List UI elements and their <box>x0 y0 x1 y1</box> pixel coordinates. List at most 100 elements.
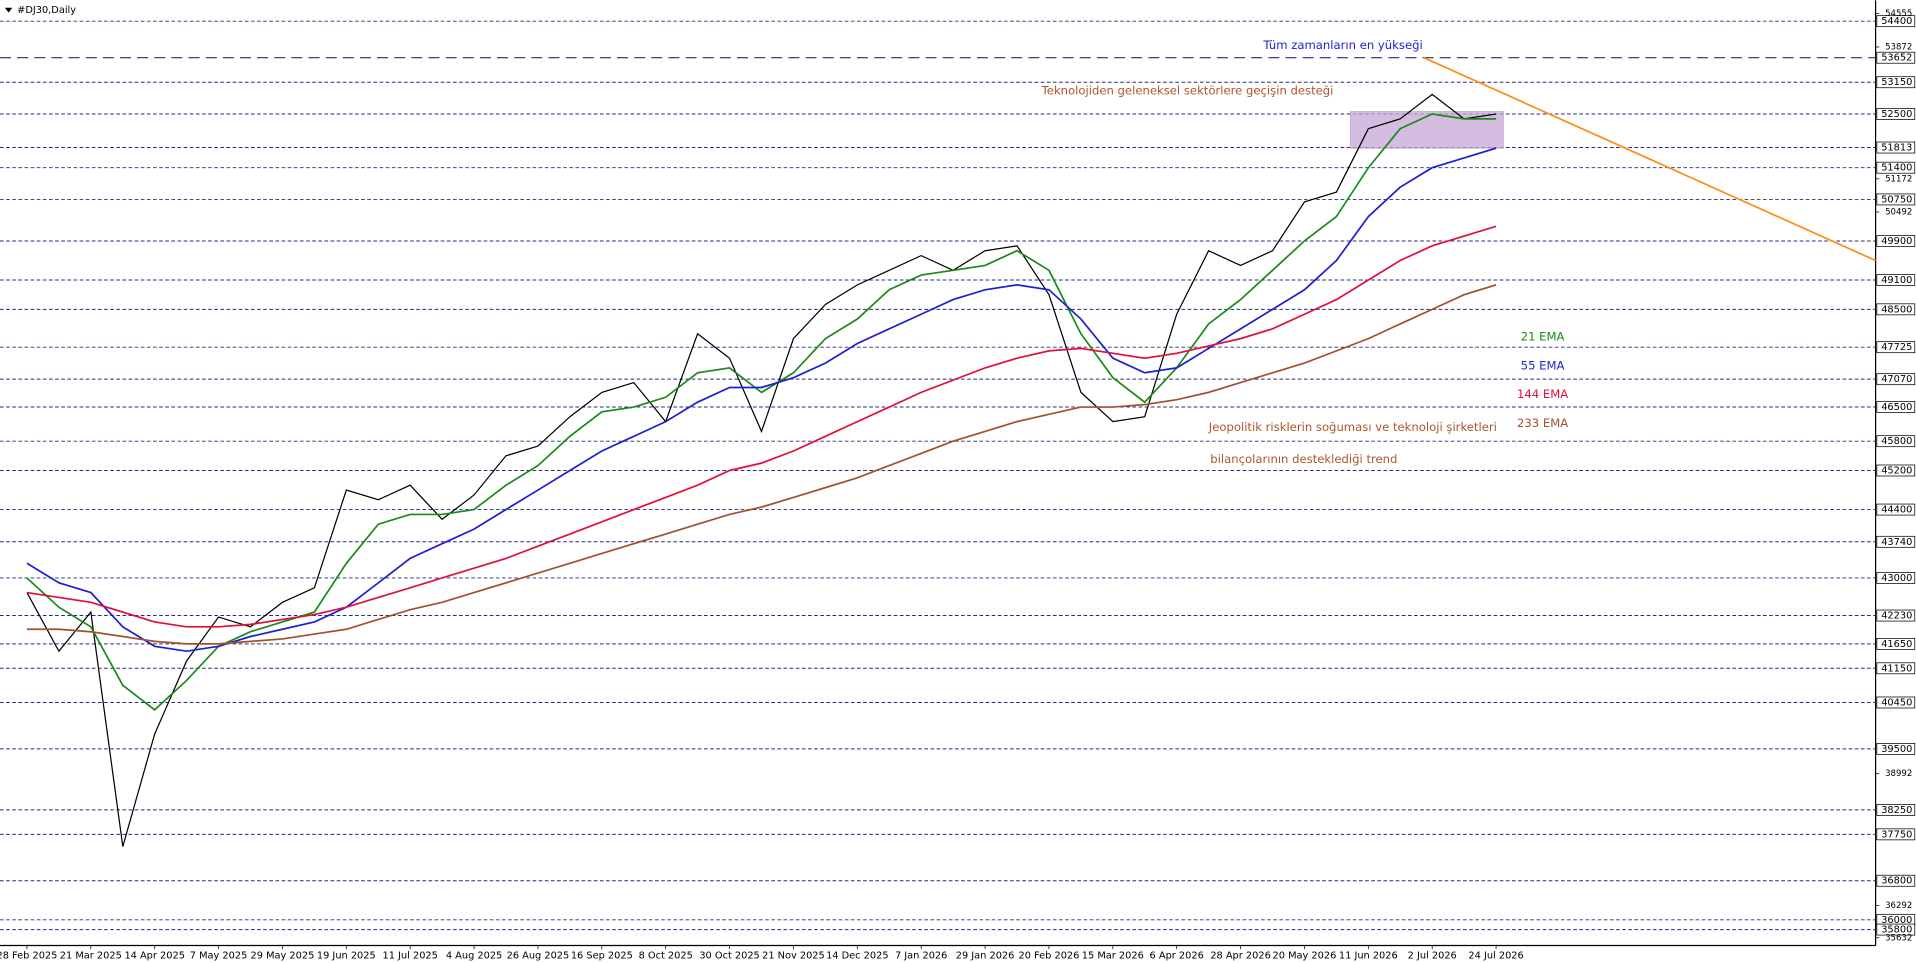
level-label: 46500 <box>1881 402 1912 413</box>
level-label-box <box>1876 15 1916 28</box>
level-label: 37750 <box>1881 829 1912 840</box>
level-label-box <box>1876 609 1916 622</box>
x-tick-label: 20 May 2026 <box>1273 950 1337 961</box>
level-label-box <box>1876 874 1916 887</box>
price-line <box>26 93 1497 847</box>
level-label: 38250 <box>1881 805 1912 816</box>
ath-annotation: Tüm zamanların en yükseği <box>1262 38 1422 52</box>
legend-label: 233 EMA <box>1517 416 1568 430</box>
x-tick-label: 7 May 2025 <box>190 950 248 961</box>
level-label-box <box>1876 76 1916 89</box>
annotation: Jeopolitik risklerin soğuması ve teknolo… <box>1208 420 1497 434</box>
level-label: 47725 <box>1881 342 1912 353</box>
level-label-box <box>1876 662 1916 675</box>
level-label: 41650 <box>1881 639 1912 650</box>
level-label-box <box>1876 303 1916 316</box>
ema-line <box>26 113 1497 711</box>
level-label: 52500 <box>1881 109 1912 120</box>
level-label: 43740 <box>1881 537 1912 548</box>
x-tick-label: 19 Jun 2025 <box>317 950 376 961</box>
level-label: 45800 <box>1881 436 1912 447</box>
y-tick-label: 50492 <box>1885 208 1912 218</box>
level-label-box <box>1876 503 1916 516</box>
legend-label: 55 EMA <box>1521 358 1565 372</box>
y-tick-label: 38992 <box>1885 769 1912 779</box>
x-tick-label: 7 Jan 2026 <box>895 950 947 961</box>
level-label: 48500 <box>1881 304 1912 315</box>
x-tick-label: 30 Oct 2025 <box>699 950 759 961</box>
x-tick-label: 28 Feb 2025 <box>0 950 57 961</box>
level-label-box <box>1876 373 1916 386</box>
level-label: 49100 <box>1881 275 1912 286</box>
x-tick-label: 21 Nov 2025 <box>762 950 825 961</box>
x-tick-label: 15 Mar 2026 <box>1082 950 1144 961</box>
ema-line <box>26 225 1497 628</box>
y-tick-label: 36292 <box>1885 901 1912 911</box>
x-tick-label: 21 Mar 2025 <box>60 950 122 961</box>
level-label-box <box>1876 696 1916 709</box>
level-label: 41150 <box>1881 663 1912 674</box>
level-label: 49900 <box>1881 236 1912 247</box>
annotation: Teknolojiden geleneksel sektörlere geçiş… <box>1041 83 1334 97</box>
level-label: 36800 <box>1881 876 1912 887</box>
level-label-box <box>1876 274 1916 286</box>
level-label: 45200 <box>1881 465 1912 476</box>
legend-label: 21 EMA <box>1521 330 1565 344</box>
level-label-box <box>1876 341 1916 354</box>
level-label-box <box>1876 572 1916 584</box>
level-label-box <box>1876 141 1916 154</box>
x-tick-label: 14 Apr 2025 <box>124 950 184 961</box>
level-label-box <box>1876 637 1916 650</box>
level-label: 35800 <box>1881 925 1912 936</box>
legend-label: 144 EMA <box>1517 387 1568 401</box>
level-label-box <box>1876 923 1916 936</box>
x-tick-label: 29 Jan 2026 <box>956 950 1015 961</box>
x-tick-label: 26 Aug 2025 <box>507 950 570 961</box>
chart-title: #DJ30,Daily <box>17 5 76 16</box>
ema-line <box>26 147 1497 653</box>
level-label-box <box>1876 401 1916 413</box>
x-tick-label: 4 Aug 2025 <box>446 950 502 961</box>
x-tick-label: 8 Oct 2025 <box>639 950 693 961</box>
x-tick-label: 29 May 2025 <box>251 950 315 961</box>
x-tick-label: 14 Dec 2025 <box>826 950 889 961</box>
level-label: 53150 <box>1881 77 1912 88</box>
level-label: 44400 <box>1881 505 1912 516</box>
level-label-box <box>1876 435 1916 448</box>
level-label: 40450 <box>1881 697 1912 708</box>
menu-arrow[interactable] <box>4 7 13 13</box>
level-label: 36000 <box>1881 915 1912 926</box>
ema-line <box>26 284 1497 645</box>
x-tick-label: 20 Feb 2026 <box>1019 950 1080 961</box>
y-tick-label: 35632 <box>1885 933 1912 943</box>
x-tick-label: 28 Apr 2026 <box>1210 950 1270 961</box>
level-label: 51400 <box>1881 163 1912 174</box>
level-label-box <box>1876 804 1916 816</box>
level-label: 50750 <box>1881 194 1912 205</box>
ath-label-box <box>1876 51 1916 64</box>
highlight-zone <box>1350 111 1504 149</box>
y-tick-label: 54555 <box>1885 9 1912 19</box>
level-label-box <box>1876 108 1916 120</box>
x-tick-label: 2 Jul 2026 <box>1408 950 1457 961</box>
level-label-box <box>1876 464 1916 477</box>
level-label: 54400 <box>1881 16 1912 27</box>
x-tick-label: 11 Jul 2025 <box>383 950 438 961</box>
y-tick-label: 53872 <box>1885 42 1912 52</box>
level-label: 51813 <box>1881 143 1912 154</box>
x-tick-label: 6 Apr 2026 <box>1150 950 1204 961</box>
trendline <box>1423 56 1876 262</box>
x-tick-label: 24 Jul 2026 <box>1468 950 1523 961</box>
level-label: 47070 <box>1881 374 1912 385</box>
level-label-box <box>1876 743 1916 755</box>
level-label: 43000 <box>1881 573 1912 584</box>
x-tick-label: 11 Jun 2026 <box>1339 950 1398 961</box>
annotation: bilançolarının desteklediği trend <box>1210 452 1397 466</box>
x-tick-label: 16 Sep 2025 <box>571 950 633 961</box>
y-tick-label: 51172 <box>1885 174 1912 184</box>
level-label: 39500 <box>1881 744 1912 755</box>
level-label-box <box>1876 235 1916 247</box>
